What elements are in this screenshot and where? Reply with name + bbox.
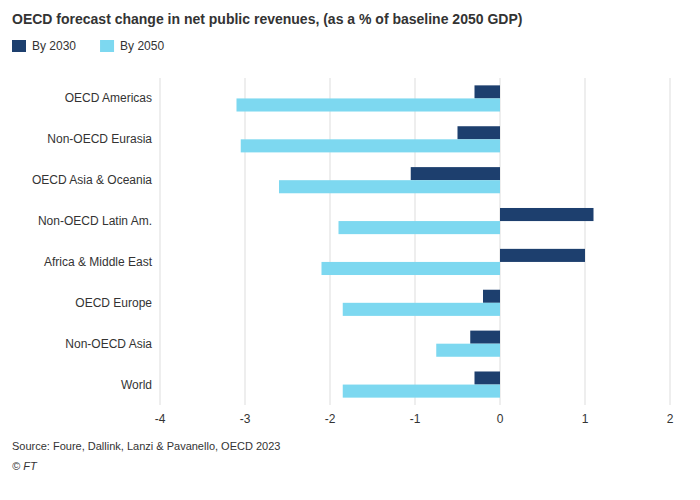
x-tick-label: -2	[325, 412, 336, 426]
bar	[237, 98, 501, 111]
annotation: Source: Foure, Dallink, Lanzi & Pavanell…	[12, 440, 280, 452]
grid-line	[160, 78, 161, 405]
x-tick-label: 2	[667, 412, 674, 426]
legend-swatch	[12, 40, 26, 52]
bar	[475, 371, 501, 384]
grid-line	[585, 78, 586, 405]
bar	[411, 167, 500, 180]
grid	[160, 78, 670, 405]
x-tick-label: 0	[497, 412, 504, 426]
x-tick-label: -3	[240, 412, 251, 426]
bar	[322, 262, 501, 275]
bar	[279, 180, 500, 193]
grid-line	[415, 78, 416, 405]
y-tick-label: OECD Americas	[65, 91, 152, 105]
x-tick-label: -1	[410, 412, 421, 426]
grid-line	[245, 78, 246, 405]
x-tick-label: -4	[155, 412, 166, 426]
bar	[241, 139, 500, 152]
y-tick-label: Africa & Middle East	[44, 255, 153, 269]
bar	[339, 221, 501, 234]
y-tick-label: World	[121, 378, 152, 392]
legend-label: By 2030	[32, 39, 76, 53]
bars	[237, 85, 594, 397]
bar	[500, 208, 594, 221]
bar	[500, 249, 585, 262]
bar	[343, 303, 500, 316]
bar	[343, 385, 500, 398]
legend: By 2030 By 2050	[12, 39, 164, 53]
y-tick-label: OECD Asia & Oceania	[32, 173, 152, 187]
legend-swatch	[100, 40, 114, 52]
y-tick-label: OECD Europe	[75, 296, 152, 310]
x-tick-label: 1	[582, 412, 589, 426]
y-tick-label: Non-OECD Eurasia	[47, 132, 152, 146]
legend-label: By 2050	[120, 39, 164, 53]
y-tick-label: Non-OECD Asia	[65, 337, 152, 351]
grid-line	[670, 78, 671, 405]
bar	[436, 344, 500, 357]
annotation: © FT	[12, 460, 38, 472]
bar	[483, 290, 500, 303]
chart-title: OECD forecast change in net public reven…	[12, 11, 522, 27]
chart-svg: OECD forecast change in net public reven…	[0, 0, 700, 500]
chart-container: OECD forecast change in net public reven…	[0, 0, 700, 500]
bar	[458, 126, 501, 139]
bar	[475, 85, 501, 98]
grid-line	[330, 78, 331, 405]
bar	[470, 331, 500, 344]
y-tick-label: Non-OECD Latin Am.	[38, 214, 152, 228]
